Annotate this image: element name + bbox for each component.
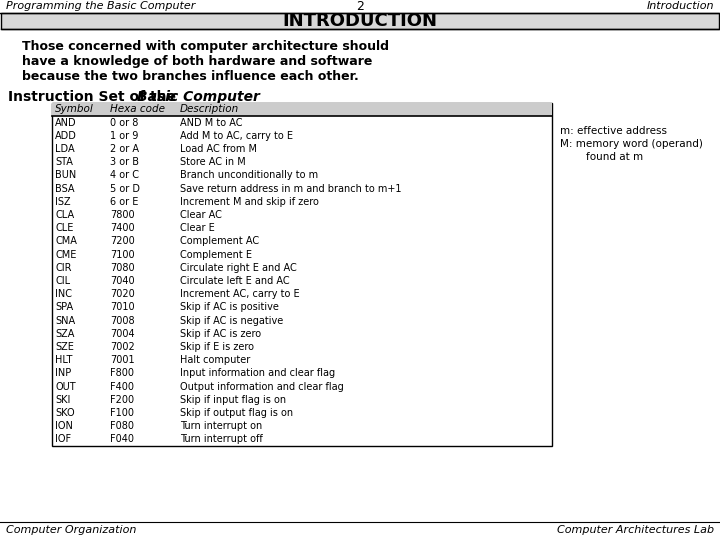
Text: Skip if AC is negative: Skip if AC is negative bbox=[180, 315, 283, 326]
Text: Increment AC, carry to E: Increment AC, carry to E bbox=[180, 289, 300, 299]
Text: 7001: 7001 bbox=[110, 355, 135, 365]
Text: F200: F200 bbox=[110, 395, 134, 405]
Text: CME: CME bbox=[55, 249, 76, 260]
Text: 7100: 7100 bbox=[110, 249, 135, 260]
Text: Computer Architectures Lab: Computer Architectures Lab bbox=[557, 525, 714, 535]
Text: INP: INP bbox=[55, 368, 71, 379]
Text: AND M to AC: AND M to AC bbox=[180, 118, 243, 127]
Text: F080: F080 bbox=[110, 421, 134, 431]
Text: 3 or B: 3 or B bbox=[110, 157, 139, 167]
Text: because the two branches influence each other.: because the two branches influence each … bbox=[22, 70, 359, 83]
Text: Save return address in m and branch to m+1: Save return address in m and branch to m… bbox=[180, 184, 402, 194]
Text: m: effective address: m: effective address bbox=[560, 126, 667, 136]
Text: Skip if AC is positive: Skip if AC is positive bbox=[180, 302, 279, 313]
Text: Turn interrupt on: Turn interrupt on bbox=[180, 421, 262, 431]
Text: Skip if output flag is on: Skip if output flag is on bbox=[180, 408, 293, 418]
Text: Programming the Basic Computer: Programming the Basic Computer bbox=[6, 1, 195, 11]
Text: SZA: SZA bbox=[55, 329, 74, 339]
Text: STA: STA bbox=[55, 157, 73, 167]
Text: Increment M and skip if zero: Increment M and skip if zero bbox=[180, 197, 319, 207]
Text: F100: F100 bbox=[110, 408, 134, 418]
Bar bbox=[52, 103, 552, 446]
Text: F800: F800 bbox=[110, 368, 134, 379]
Bar bbox=[52, 103, 552, 116]
Text: 6 or E: 6 or E bbox=[110, 197, 138, 207]
Text: Hexa code: Hexa code bbox=[110, 105, 165, 114]
Text: Circulate right E and AC: Circulate right E and AC bbox=[180, 263, 297, 273]
Bar bbox=[1, 13, 719, 29]
Text: 2: 2 bbox=[356, 0, 364, 12]
Text: Those concerned with computer architecture should: Those concerned with computer architectu… bbox=[22, 40, 389, 53]
Text: Halt computer: Halt computer bbox=[180, 355, 251, 365]
Text: CIL: CIL bbox=[55, 276, 70, 286]
Text: SZE: SZE bbox=[55, 342, 74, 352]
Text: Introduction: Introduction bbox=[647, 1, 714, 11]
Text: 7400: 7400 bbox=[110, 223, 135, 233]
Text: CIR: CIR bbox=[55, 263, 71, 273]
Text: Add M to AC, carry to E: Add M to AC, carry to E bbox=[180, 131, 293, 141]
Text: SKI: SKI bbox=[55, 395, 71, 405]
Text: Store AC in M: Store AC in M bbox=[180, 157, 246, 167]
Text: CLA: CLA bbox=[55, 210, 74, 220]
Text: Basic Computer: Basic Computer bbox=[137, 90, 260, 104]
Text: OUT: OUT bbox=[55, 382, 76, 392]
Text: F400: F400 bbox=[110, 382, 134, 392]
Text: SPA: SPA bbox=[55, 302, 73, 313]
Text: 5 or D: 5 or D bbox=[110, 184, 140, 194]
Text: 7800: 7800 bbox=[110, 210, 135, 220]
Text: SNA: SNA bbox=[55, 315, 75, 326]
Text: Instruction Set of the: Instruction Set of the bbox=[8, 90, 181, 104]
Text: Skip if E is zero: Skip if E is zero bbox=[180, 342, 254, 352]
Text: have a knowledge of both hardware and software: have a knowledge of both hardware and so… bbox=[22, 55, 372, 68]
Text: Computer Organization: Computer Organization bbox=[6, 525, 136, 535]
Text: SKO: SKO bbox=[55, 408, 75, 418]
Text: BUN: BUN bbox=[55, 171, 76, 180]
Text: LDA: LDA bbox=[55, 144, 75, 154]
Text: 0 or 8: 0 or 8 bbox=[110, 118, 138, 127]
Text: Clear E: Clear E bbox=[180, 223, 215, 233]
Text: 2 or A: 2 or A bbox=[110, 144, 139, 154]
Text: M: memory word (operand): M: memory word (operand) bbox=[560, 139, 703, 149]
Text: Input information and clear flag: Input information and clear flag bbox=[180, 368, 335, 379]
Text: AND: AND bbox=[55, 118, 76, 127]
Text: BSA: BSA bbox=[55, 184, 74, 194]
Text: F040: F040 bbox=[110, 434, 134, 444]
Text: Complement E: Complement E bbox=[180, 249, 252, 260]
Text: Output information and clear flag: Output information and clear flag bbox=[180, 382, 343, 392]
Text: ION: ION bbox=[55, 421, 73, 431]
Text: Load AC from M: Load AC from M bbox=[180, 144, 257, 154]
Text: 1 or 9: 1 or 9 bbox=[110, 131, 138, 141]
Text: HLT: HLT bbox=[55, 355, 73, 365]
Text: 7002: 7002 bbox=[110, 342, 135, 352]
Text: Skip if AC is zero: Skip if AC is zero bbox=[180, 329, 261, 339]
Text: 7080: 7080 bbox=[110, 263, 135, 273]
Text: CMA: CMA bbox=[55, 237, 77, 246]
Text: 7040: 7040 bbox=[110, 276, 135, 286]
Text: Symbol: Symbol bbox=[55, 105, 94, 114]
Text: INC: INC bbox=[55, 289, 72, 299]
Text: 7010: 7010 bbox=[110, 302, 135, 313]
Text: Description: Description bbox=[180, 105, 239, 114]
Text: INTRODUCTION: INTRODUCTION bbox=[282, 12, 438, 30]
Text: found at m: found at m bbox=[560, 152, 643, 162]
Text: Turn interrupt off: Turn interrupt off bbox=[180, 434, 263, 444]
Text: Skip if input flag is on: Skip if input flag is on bbox=[180, 395, 286, 405]
Text: Branch unconditionally to m: Branch unconditionally to m bbox=[180, 171, 318, 180]
Text: Complement AC: Complement AC bbox=[180, 237, 259, 246]
Text: 7200: 7200 bbox=[110, 237, 135, 246]
Text: 7008: 7008 bbox=[110, 315, 135, 326]
Text: CLE: CLE bbox=[55, 223, 73, 233]
Text: 4 or C: 4 or C bbox=[110, 171, 139, 180]
Text: 7020: 7020 bbox=[110, 289, 135, 299]
Text: Clear AC: Clear AC bbox=[180, 210, 222, 220]
Text: ADD: ADD bbox=[55, 131, 77, 141]
Text: IOF: IOF bbox=[55, 434, 71, 444]
Text: Circulate left E and AC: Circulate left E and AC bbox=[180, 276, 289, 286]
Text: ISZ: ISZ bbox=[55, 197, 71, 207]
Text: 7004: 7004 bbox=[110, 329, 135, 339]
